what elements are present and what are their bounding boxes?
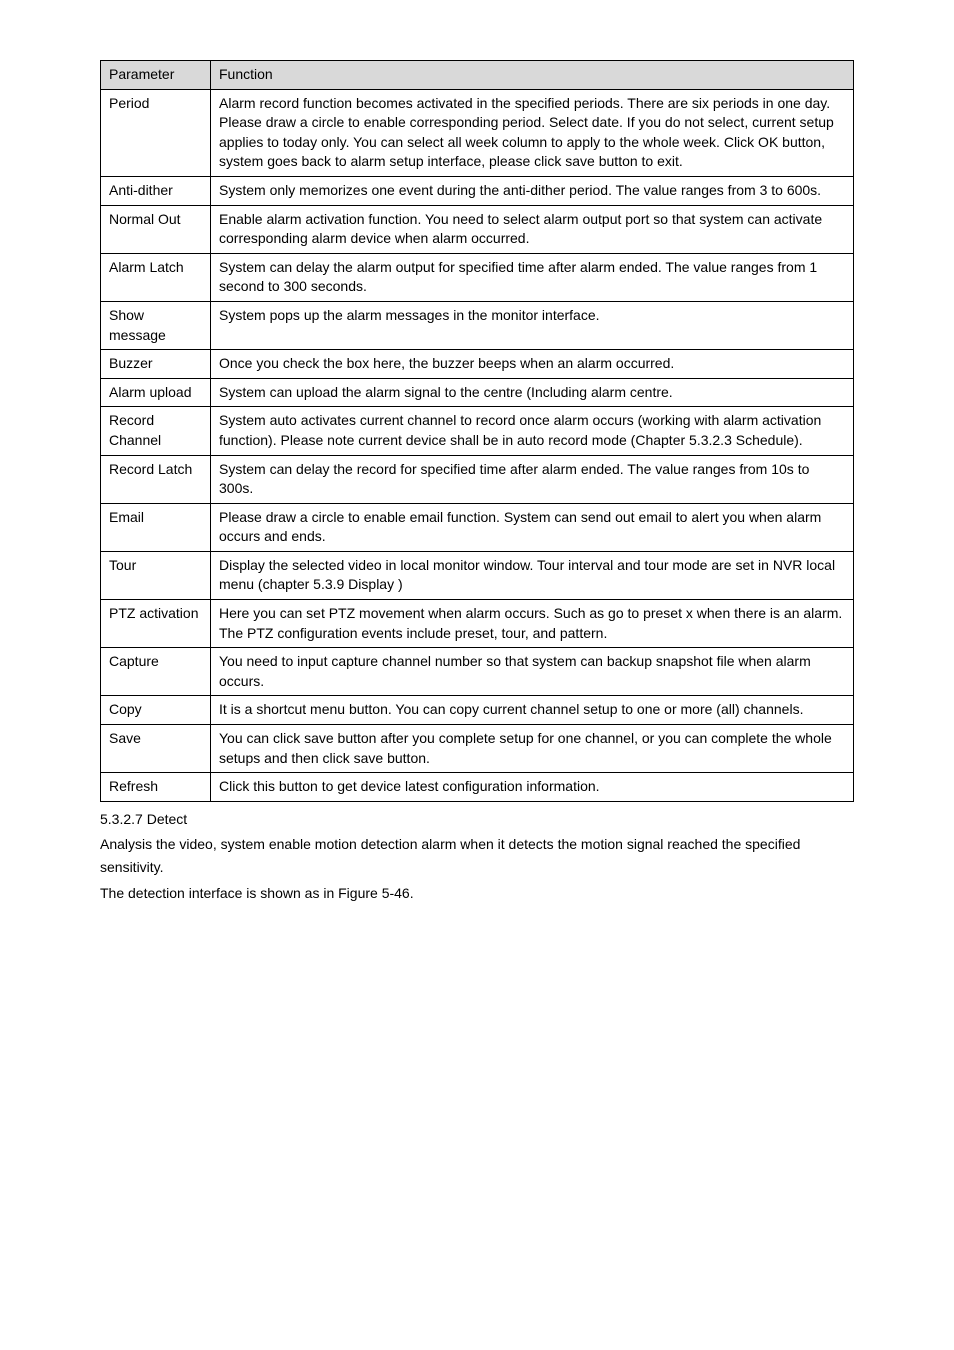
table-body: Period Alarm record function becomes act… (101, 89, 854, 801)
body-paragraph: Analysis the video, system enable motion… (100, 833, 854, 878)
cell-function: System can delay the alarm output for sp… (211, 253, 854, 301)
table-header-row: Parameter Function (101, 61, 854, 90)
table-row: Save You can click save button after you… (101, 725, 854, 773)
table-row: Anti-dither System only memorizes one ev… (101, 176, 854, 205)
cell-function: System pops up the alarm messages in the… (211, 301, 854, 349)
cell-parameter: Buzzer (101, 350, 211, 379)
table-row: Capture You need to input capture channe… (101, 648, 854, 696)
table-row: Period Alarm record function becomes act… (101, 89, 854, 176)
table-row: Buzzer Once you check the box here, the … (101, 350, 854, 379)
table-row: Record Channel System auto activates cur… (101, 407, 854, 455)
cell-function: Here you can set PTZ movement when alarm… (211, 600, 854, 648)
cell-function: System can upload the alarm signal to th… (211, 378, 854, 407)
cell-parameter: Alarm upload (101, 378, 211, 407)
table-row: Record Latch System can delay the record… (101, 455, 854, 503)
table-row: PTZ activation Here you can set PTZ move… (101, 600, 854, 648)
cell-parameter: Refresh (101, 773, 211, 802)
cell-parameter: Record Channel (101, 407, 211, 455)
cell-parameter: Record Latch (101, 455, 211, 503)
parameter-function-table: Parameter Function Period Alarm record f… (100, 60, 854, 802)
table-row: Alarm upload System can upload the alarm… (101, 378, 854, 407)
cell-function: Once you check the box here, the buzzer … (211, 350, 854, 379)
cell-function: You can click save button after you comp… (211, 725, 854, 773)
cell-function: Click this button to get device latest c… (211, 773, 854, 802)
cell-parameter: Period (101, 89, 211, 176)
table-row: Alarm Latch System can delay the alarm o… (101, 253, 854, 301)
cell-function: Please draw a circle to enable email fun… (211, 503, 854, 551)
cell-parameter: Alarm Latch (101, 253, 211, 301)
column-header-function: Function (211, 61, 854, 90)
cell-function: You need to input capture channel number… (211, 648, 854, 696)
cell-function: Enable alarm activation function. You ne… (211, 205, 854, 253)
table-row: Copy It is a shortcut menu button. You c… (101, 696, 854, 725)
table-row: Refresh Click this button to get device … (101, 773, 854, 802)
section-heading: 5.3.2.7 Detect (100, 810, 854, 830)
cell-parameter: Tour (101, 551, 211, 599)
cell-parameter: Show message (101, 301, 211, 349)
column-header-parameter: Parameter (101, 61, 211, 90)
cell-function: Alarm record function becomes activated … (211, 89, 854, 176)
cell-function: System can delay the record for specifie… (211, 455, 854, 503)
cell-function: Display the selected video in local moni… (211, 551, 854, 599)
cell-parameter: PTZ activation (101, 600, 211, 648)
table-row: Email Please draw a circle to enable ema… (101, 503, 854, 551)
cell-function: It is a shortcut menu button. You can co… (211, 696, 854, 725)
cell-parameter: Capture (101, 648, 211, 696)
body-paragraph: The detection interface is shown as in F… (100, 882, 854, 904)
table-row: Show message System pops up the alarm me… (101, 301, 854, 349)
cell-parameter: Copy (101, 696, 211, 725)
cell-parameter: Anti-dither (101, 176, 211, 205)
cell-parameter: Save (101, 725, 211, 773)
cell-function: System only memorizes one event during t… (211, 176, 854, 205)
cell-parameter: Email (101, 503, 211, 551)
cell-function: System auto activates current channel to… (211, 407, 854, 455)
cell-parameter: Normal Out (101, 205, 211, 253)
table-row: Tour Display the selected video in local… (101, 551, 854, 599)
table-row: Normal Out Enable alarm activation funct… (101, 205, 854, 253)
